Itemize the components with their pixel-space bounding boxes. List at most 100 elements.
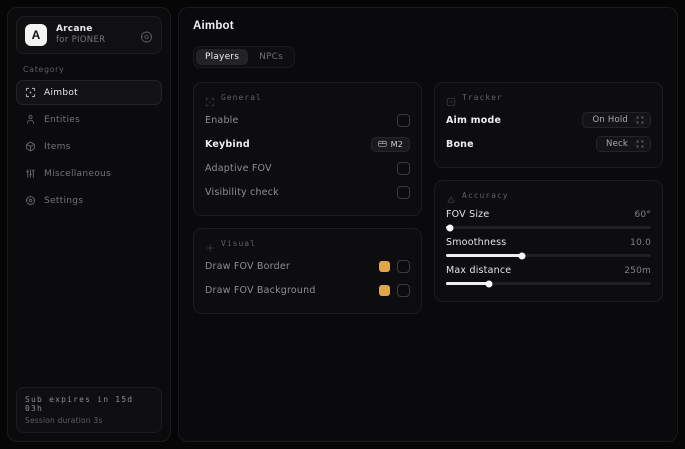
sub-expiry-text: Sub expires in 15d 03h [25, 395, 134, 413]
slider-value: 10.0 [630, 238, 651, 248]
card-general-title: General [221, 92, 262, 102]
app-logo: A [25, 24, 47, 46]
page-title: Aimbot [193, 20, 234, 32]
slider-label: Smoothness [446, 237, 507, 248]
slider-knob[interactable] [518, 252, 526, 259]
card-accuracy-title: Accuracy [462, 190, 509, 200]
tab-bar: Players NPCs [193, 46, 296, 68]
sidebar-item-miscellaneous[interactable]: Miscellaneous [16, 161, 162, 186]
sidebar-item-label: Items [44, 141, 71, 152]
row-enable[interactable]: Enable [205, 108, 410, 132]
sidebar-category-label: Category [23, 65, 65, 74]
row-label: Keybind [205, 138, 250, 150]
crosshair-icon [25, 87, 36, 98]
gear-icon [25, 195, 36, 206]
card-visual-title: Visual [221, 238, 256, 248]
sidebar-item-aimbot[interactable]: Aimbot [16, 80, 162, 105]
sidebar-item-label: Entities [44, 114, 81, 125]
row-bone[interactable]: Bone Neck [446, 132, 651, 156]
row-adaptive-fov[interactable]: Adaptive FOV [205, 156, 410, 180]
row-keybind[interactable]: Keybind M2 [205, 132, 410, 156]
brand-header[interactable]: A Arcane for PIONER [16, 16, 162, 54]
row-aim-mode[interactable]: Aim mode On Hold [446, 108, 651, 132]
row-draw-fov-background[interactable]: Draw FOV Background [205, 278, 410, 302]
card-accuracy: Accuracy FOV Size 60° [434, 180, 663, 302]
row-label: Visibility check [205, 186, 279, 198]
keybind-badge[interactable]: M2 [370, 136, 410, 152]
keybind-value: M2 [390, 139, 403, 149]
row-label: Adaptive FOV [205, 162, 272, 174]
slider-label: Max distance [446, 265, 512, 276]
sidebar-item-label: Aimbot [44, 87, 78, 98]
slider-value: 60° [634, 210, 651, 220]
sparkle-icon [205, 238, 215, 252]
checkbox-enable[interactable] [397, 113, 410, 127]
dropdown-bone[interactable]: Neck [596, 136, 651, 152]
dropdown-value: Neck [606, 139, 628, 149]
row-label: Aim mode [446, 114, 502, 126]
sidebar-item-settings[interactable]: Settings [16, 188, 162, 213]
sidebar-item-entities[interactable]: Entities [16, 107, 162, 132]
slider-smoothness[interactable]: Smoothness 10.0 [446, 234, 651, 262]
dropdown-value: On Hold [592, 115, 628, 125]
checkbox-draw-fov-background[interactable] [397, 283, 410, 297]
sidebar-item-label: Miscellaneous [44, 168, 111, 179]
slider-track[interactable] [446, 252, 651, 259]
triangle-icon [446, 190, 456, 203]
person-icon [25, 114, 36, 125]
color-swatch-fov-background[interactable] [379, 284, 390, 296]
slider-header: FOV Size 60° [446, 209, 651, 220]
row-label: Bone [446, 138, 474, 150]
row-label: Draw FOV Background [205, 284, 316, 296]
sidebar-item-label: Settings [44, 195, 84, 206]
checkbox-visibility-check[interactable] [397, 185, 410, 199]
row-controls [379, 283, 410, 297]
card-general-header: General [205, 92, 410, 107]
color-swatch-fov-border[interactable] [379, 260, 390, 272]
sidebar: A Arcane for PIONER Category [7, 7, 171, 442]
card-visual-header: Visual [205, 238, 410, 252]
checkbox-adaptive-fov[interactable] [397, 161, 410, 175]
tab-npcs[interactable]: NPCs [259, 52, 284, 62]
card-accuracy-header: Accuracy [446, 190, 651, 203]
crosshair-icon [205, 92, 215, 107]
session-duration-text: Session duration 3s [25, 416, 103, 425]
main-content: Aimbot Players NPCs Gene [178, 7, 678, 442]
dropdown-aim-mode[interactable]: On Hold [582, 112, 651, 128]
slider-fill [446, 282, 490, 285]
sidebar-item-items[interactable]: Items [16, 134, 162, 159]
slider-knob[interactable] [446, 224, 454, 231]
slider-knob[interactable] [485, 280, 493, 287]
sidebar-nav: Aimbot Entities Items [16, 80, 162, 213]
left-column: General Enable Keybind [193, 82, 422, 314]
row-visibility-check[interactable]: Visibility check [205, 180, 410, 204]
brand-subtitle: for PIONER [56, 34, 106, 45]
card-tracker-header: Tracker [446, 92, 651, 106]
row-label: Enable [205, 114, 239, 126]
slider-track[interactable] [446, 280, 651, 287]
sliders-icon [25, 168, 36, 179]
expand-icon [636, 140, 644, 148]
slider-fov-size[interactable]: FOV Size 60° [446, 206, 651, 234]
slider-fill [446, 254, 522, 257]
card-general: General Enable Keybind [193, 82, 422, 216]
card-tracker-title: Tracker [462, 92, 503, 102]
slider-track[interactable] [446, 224, 651, 231]
subscription-footer: Sub expires in 15d 03h Session duration … [16, 387, 162, 433]
gear-icon[interactable] [140, 29, 153, 43]
mouse-icon [377, 140, 387, 148]
slider-max-distance[interactable]: Max distance 250m [446, 262, 651, 290]
card-tracker: Tracker Aim mode On Hold [434, 82, 663, 168]
box-icon [25, 141, 36, 152]
row-label: Draw FOV Border [205, 260, 290, 272]
expand-icon [636, 116, 644, 124]
brand-title: Arcane [56, 23, 93, 34]
row-controls [379, 259, 410, 273]
checkbox-draw-fov-border[interactable] [397, 259, 410, 273]
row-draw-fov-border[interactable]: Draw FOV Border [205, 254, 410, 278]
settings-columns: General Enable Keybind [193, 82, 663, 314]
tab-players[interactable]: Players [196, 49, 249, 65]
slider-label: FOV Size [446, 209, 490, 220]
slider-value: 250m [624, 266, 651, 276]
